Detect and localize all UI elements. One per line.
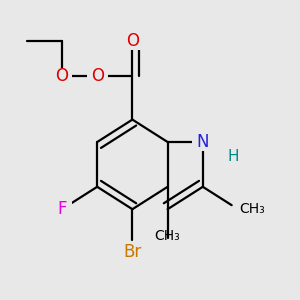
Text: F: F [57, 200, 67, 218]
Text: Br: Br [123, 243, 142, 261]
FancyBboxPatch shape [87, 68, 108, 85]
FancyBboxPatch shape [52, 68, 72, 85]
Text: O: O [91, 68, 104, 85]
FancyBboxPatch shape [192, 133, 213, 151]
Text: H: H [227, 149, 239, 164]
FancyBboxPatch shape [52, 200, 72, 218]
Text: CH₃: CH₃ [155, 229, 181, 243]
Text: O: O [56, 68, 68, 85]
Text: N: N [196, 133, 209, 151]
FancyBboxPatch shape [114, 243, 151, 262]
Text: O: O [126, 32, 139, 50]
Text: CH₃: CH₃ [240, 202, 266, 216]
FancyBboxPatch shape [122, 32, 143, 50]
